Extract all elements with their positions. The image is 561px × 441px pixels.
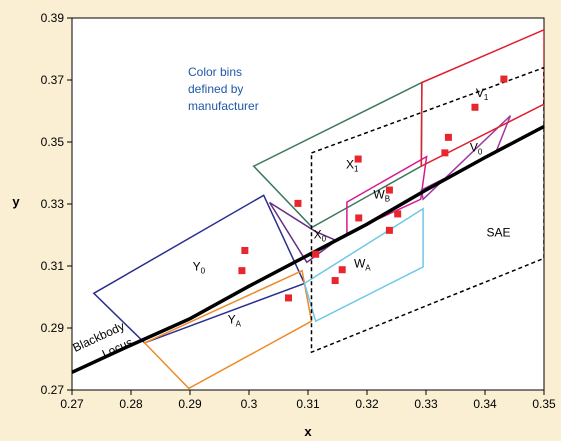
color-bins bbox=[92, 28, 544, 390]
blackbody-locus bbox=[71, 124, 545, 374]
y-tick-label: 0.27 bbox=[41, 383, 65, 397]
x-tick-label: 0.35 bbox=[532, 397, 556, 411]
x-axis-ticks: 0.27 0.28 0.29 0.3 0.31 0.32 0.33 0.34 0.35 bbox=[60, 390, 556, 411]
data-point bbox=[338, 266, 346, 274]
bin-label-subscript: B bbox=[385, 194, 390, 203]
x-tick-label: 0.32 bbox=[355, 397, 379, 411]
y-tick-label: 0.35 bbox=[41, 135, 65, 149]
x-tick-label: 0.27 bbox=[60, 397, 84, 411]
bin-v1 bbox=[420, 28, 544, 168]
x-tick-label: 0.31 bbox=[296, 397, 320, 411]
y-tick-label: 0.29 bbox=[41, 321, 65, 335]
bin-wa bbox=[303, 207, 424, 323]
y-tick-label: 0.37 bbox=[41, 73, 65, 87]
bin-label-subscript: A bbox=[236, 319, 242, 328]
y-tick-label: 0.39 bbox=[41, 11, 65, 25]
bin-label-sae: SAE bbox=[487, 226, 511, 240]
data-point bbox=[500, 75, 508, 83]
data-point bbox=[441, 149, 449, 157]
bin-label-subscript: 0 bbox=[478, 147, 483, 156]
x-tick-label: 0.28 bbox=[119, 397, 143, 411]
data-point bbox=[471, 103, 479, 111]
data-points bbox=[238, 75, 508, 302]
y-axis-ticks: 0.27 0.29 0.31 0.33 0.35 0.37 0.39 bbox=[41, 11, 72, 397]
x-axis-title: x bbox=[304, 424, 312, 439]
x-tick-label: 0.3 bbox=[241, 397, 258, 411]
bin-label-subscript: A bbox=[365, 264, 371, 273]
data-point bbox=[331, 277, 339, 285]
bin-label-subscript: 0 bbox=[201, 267, 206, 276]
data-point bbox=[385, 186, 393, 194]
bin-ya bbox=[143, 269, 313, 390]
x-tick-label: 0.33 bbox=[414, 397, 438, 411]
bin-label-subscript: 1 bbox=[484, 93, 489, 102]
data-point bbox=[241, 247, 249, 254]
annotation-line: Color bins bbox=[188, 65, 242, 79]
data-point bbox=[354, 155, 362, 163]
y-tick-label: 0.33 bbox=[41, 197, 65, 211]
data-point bbox=[385, 226, 393, 234]
blackbody-locus-line bbox=[71, 124, 545, 374]
data-point bbox=[394, 210, 402, 218]
data-point bbox=[312, 250, 320, 258]
plot-area bbox=[71, 17, 545, 391]
data-point bbox=[285, 294, 293, 302]
data-point bbox=[238, 267, 246, 275]
x-tick-label: 0.34 bbox=[473, 397, 497, 411]
bin-wb bbox=[346, 155, 428, 235]
y-tick-label: 0.31 bbox=[41, 259, 65, 273]
data-point bbox=[355, 214, 363, 222]
y-axis-title: y bbox=[12, 194, 20, 209]
annotation-line: defined by bbox=[188, 82, 243, 96]
x-tick-label: 0.29 bbox=[178, 397, 202, 411]
data-point bbox=[294, 199, 302, 207]
bin-label-subscript: 1 bbox=[354, 164, 359, 173]
bin-label-subscript: 0 bbox=[322, 235, 327, 244]
annotation-line: manufacturer bbox=[188, 99, 259, 113]
annotation: Color bins defined by manufacturer bbox=[188, 65, 259, 113]
data-point bbox=[444, 133, 452, 141]
